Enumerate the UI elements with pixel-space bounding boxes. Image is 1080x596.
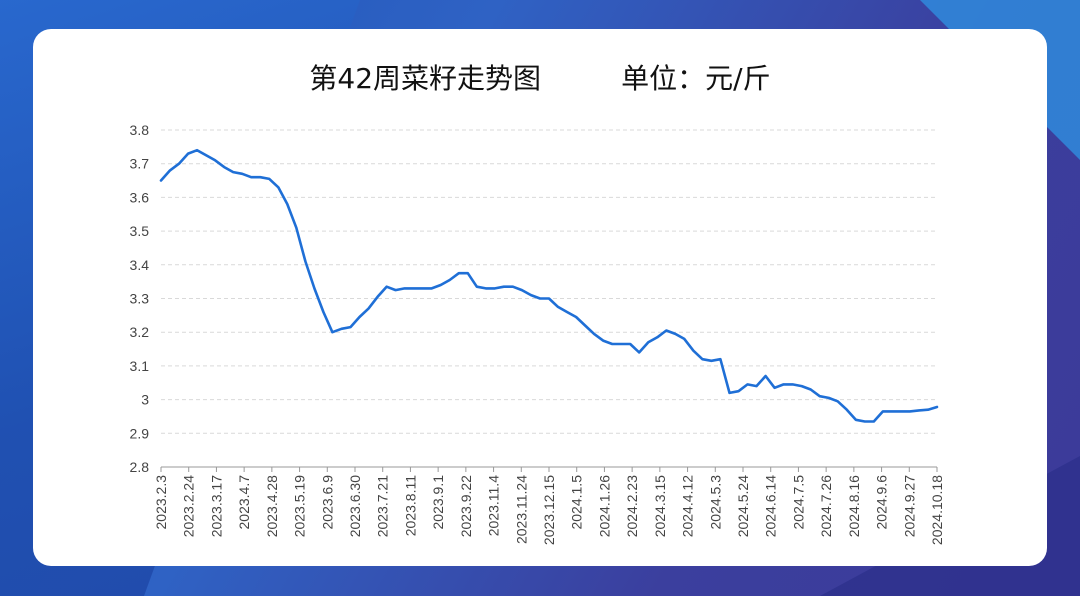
y-tick-label: 2.8 bbox=[130, 459, 150, 475]
y-tick-label: 3.6 bbox=[130, 189, 150, 205]
chart-title-row: 第42周菜籽走势图 单位：元/斤 bbox=[33, 57, 1047, 97]
x-axis: 2023.2.3 2023.2.24 2023.3.17 2023.4.7 2023.4… bbox=[153, 466, 945, 545]
x-tick-label: 2024.1.26 bbox=[596, 475, 612, 537]
x-tick-label: 2024.6.14 bbox=[763, 475, 779, 537]
gridlines bbox=[161, 129, 937, 434]
x-tick-label: 2023.12.15 bbox=[541, 475, 557, 545]
x-tick-label: 2023.6.9 bbox=[319, 475, 335, 530]
y-tick-label: 3 bbox=[141, 392, 149, 408]
y-tick-label: 3.2 bbox=[130, 324, 150, 340]
y-tick-label: 3.1 bbox=[130, 358, 150, 374]
x-tick-label: 2024.10.18 bbox=[929, 475, 945, 545]
x-tick-label: 2023.9.22 bbox=[458, 475, 474, 537]
y-axis: 2.8 2.9 3 3.1 3.2 3.3 3.4 3.5 3.6 3.7 3.8 bbox=[130, 122, 150, 475]
y-tick-label: 3.8 bbox=[130, 122, 150, 138]
y-tick-label: 2.9 bbox=[130, 425, 150, 441]
y-tick-label: 3.5 bbox=[130, 223, 150, 239]
x-tick-label: 2024.4.12 bbox=[680, 475, 696, 537]
x-tick-label: 2023.5.19 bbox=[292, 475, 308, 537]
x-tick-label: 2024.9.27 bbox=[901, 475, 917, 537]
y-tick-label: 3.7 bbox=[130, 156, 150, 172]
chart-title: 第42周菜籽走势图 bbox=[309, 62, 542, 95]
x-tick-label: 2024.5.3 bbox=[707, 475, 723, 530]
chart-card: 第42周菜籽走势图 单位：元/斤 2.8 2.9 3 3.1 3.2 3.3 3.4 3.5 3… bbox=[33, 29, 1047, 566]
x-tick-label: 2023.3.17 bbox=[208, 475, 224, 537]
x-tick-label: 2023.8.11 bbox=[402, 475, 418, 536]
x-tick-label: 2023.2.24 bbox=[181, 475, 197, 537]
series-line bbox=[159, 148, 939, 423]
x-tick-label: 2024.9.6 bbox=[874, 475, 890, 530]
x-tick-label: 2023.7.21 bbox=[375, 475, 391, 537]
y-tick-label: 3.3 bbox=[130, 291, 150, 307]
x-tick-label: 2024.3.15 bbox=[652, 475, 668, 537]
x-tick-label: 2023.4.28 bbox=[264, 475, 280, 537]
line-chart: 2.8 2.9 3 3.1 3.2 3.3 3.4 3.5 3.6 3.7 3.8 2023.2.3… bbox=[130, 122, 945, 545]
x-tick-label: 2024.7.5 bbox=[790, 475, 806, 530]
unit-label: 单位：元/斤 bbox=[621, 62, 771, 95]
y-tick-label: 3.4 bbox=[130, 257, 150, 273]
x-tick-label: 2024.7.26 bbox=[818, 475, 834, 537]
x-tick-label: 2024.5.24 bbox=[735, 475, 751, 537]
x-tick-label: 2023.4.7 bbox=[236, 475, 252, 530]
x-tick-label: 2023.6.30 bbox=[347, 475, 363, 537]
x-tick-label: 2024.2.23 bbox=[624, 475, 640, 537]
x-tick-label: 2024.8.16 bbox=[846, 475, 862, 537]
x-tick-label: 2023.9.1 bbox=[430, 475, 446, 530]
series-layer bbox=[159, 148, 939, 423]
x-tick-label: 2024.1.5 bbox=[569, 475, 585, 530]
x-tick-label: 2023.2.3 bbox=[153, 475, 169, 530]
x-tick-label: 2023.11.4 bbox=[486, 475, 502, 536]
x-tick-label: 2023.11.24 bbox=[513, 475, 529, 544]
